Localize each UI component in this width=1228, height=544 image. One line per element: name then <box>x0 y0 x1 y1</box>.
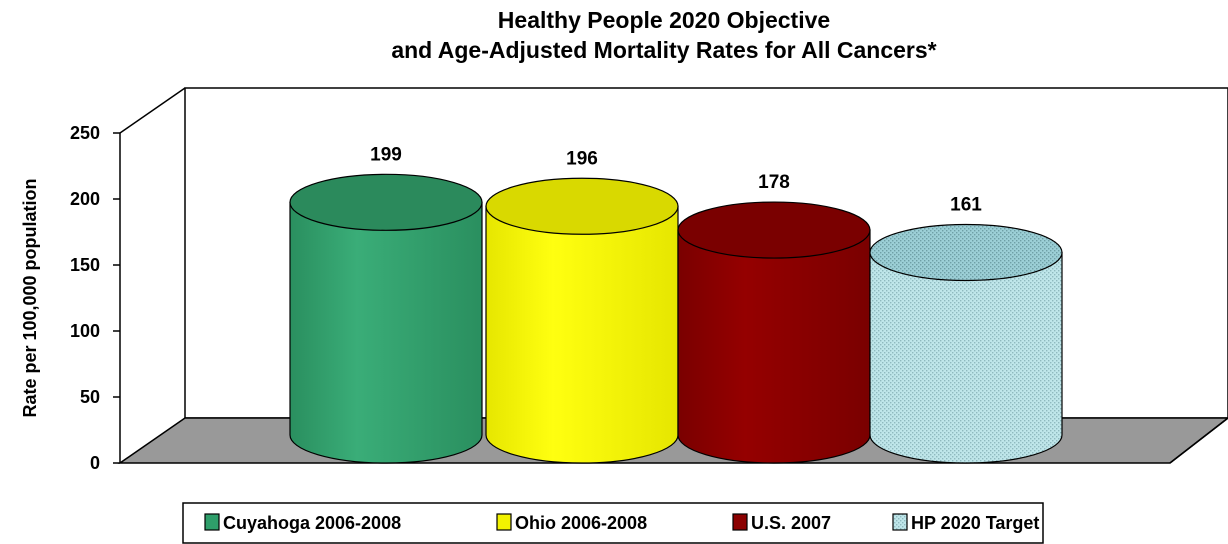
bar-body <box>289 201 483 464</box>
y-tick-label: 0 <box>90 453 100 473</box>
y-tick-label: 150 <box>70 255 100 275</box>
chart-title-line-2: and Age-Adjusted Mortality Rates for All… <box>391 37 936 63</box>
chart-title-line-1: Healthy People 2020 Objective <box>498 7 830 33</box>
bar-top <box>485 177 679 235</box>
data-label: 196 <box>566 148 598 169</box>
legend-label: Ohio 2006-2008 <box>515 513 647 533</box>
legend-label: Cuyahoga 2006-2008 <box>223 513 401 533</box>
data-label: 199 <box>370 144 402 165</box>
bar-hp-2020-target: 161 <box>869 194 1063 464</box>
legend-swatch <box>732 513 748 531</box>
legend-label: HP 2020 Target <box>911 513 1039 533</box>
data-label: 178 <box>758 172 790 193</box>
bar-top <box>677 201 871 259</box>
y-axis-title: Rate per 100,000 population <box>20 178 40 417</box>
legend-swatch <box>496 513 512 531</box>
y-tick-label: 200 <box>70 189 100 209</box>
y-tick-label: 250 <box>70 123 100 143</box>
data-label: 161 <box>950 194 982 215</box>
bar-body <box>869 251 1063 464</box>
bar-ohio-2006-2008: 196 <box>485 148 679 464</box>
y-tick-label: 100 <box>70 321 100 341</box>
bar-top <box>869 223 1063 282</box>
bar-body <box>485 205 679 464</box>
y-axis-ticks: 0 50 100 150 200 250 <box>70 123 120 473</box>
legend-label: U.S. 2007 <box>751 513 831 533</box>
bar-top <box>289 173 483 231</box>
legend-swatch <box>204 513 220 531</box>
chart-left-wall-edge <box>119 87 186 134</box>
legend: Cuyahoga 2006-2008 Ohio 2006-2008 U.S. 200… <box>204 513 1039 533</box>
legend-swatch <box>892 513 908 531</box>
bar-body <box>677 229 871 464</box>
bars-group: 199 196 178 161 <box>289 144 1063 464</box>
chart-floor-right-edge <box>1169 417 1228 464</box>
bar-cuyahoga-2006-2008: 199 <box>289 144 483 464</box>
bar-u-s-2007: 178 <box>677 172 871 464</box>
y-tick-label: 50 <box>80 387 100 407</box>
